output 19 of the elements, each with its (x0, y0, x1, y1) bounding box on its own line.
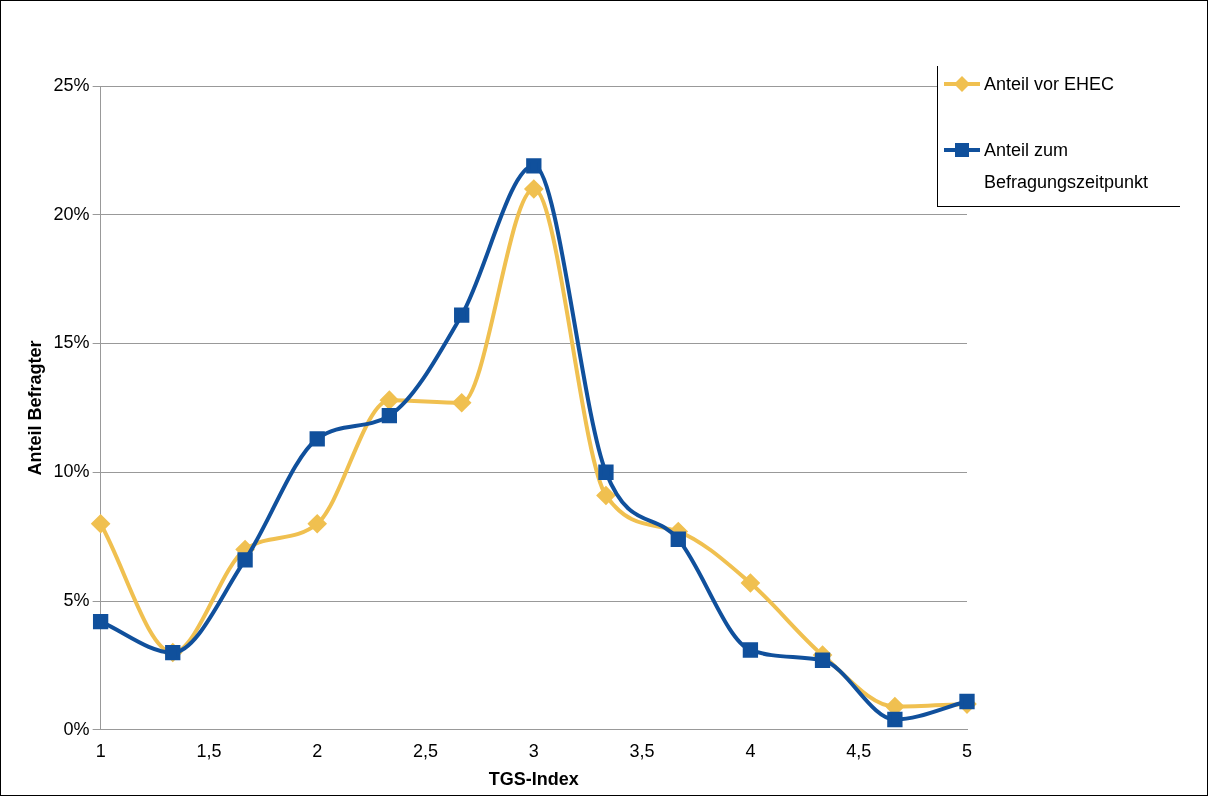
x-tick-label: 1 (95, 740, 106, 761)
y-tick-label: 0% (63, 718, 90, 739)
x-tick-label: 5 (961, 740, 973, 761)
x-tick-label: 3 (528, 740, 539, 761)
x-axis-title: TGS-Index (488, 769, 579, 790)
x-tick-label: 4 (745, 740, 756, 761)
y-tick-label: 10% (53, 461, 90, 482)
x-tick-label: 4,5 (846, 740, 872, 761)
x-tick-label: 1,5 (196, 740, 222, 761)
x-tick-label: 2,5 (413, 740, 439, 761)
y-tick-label: 25% (53, 74, 90, 95)
y-axis-title: Anteil Befragter (24, 340, 45, 476)
y-tick-label: 5% (63, 590, 90, 611)
legend-label: Anteil vor EHEC (984, 73, 1115, 96)
legend-label: Anteil zum Befragungszeitpunkt (984, 139, 1150, 194)
x-tick-label: 2 (312, 740, 323, 761)
y-tick-label: 20% (53, 203, 90, 224)
y-tick-label: 15% (53, 332, 90, 353)
x-tick-label: 3,5 (629, 740, 655, 761)
